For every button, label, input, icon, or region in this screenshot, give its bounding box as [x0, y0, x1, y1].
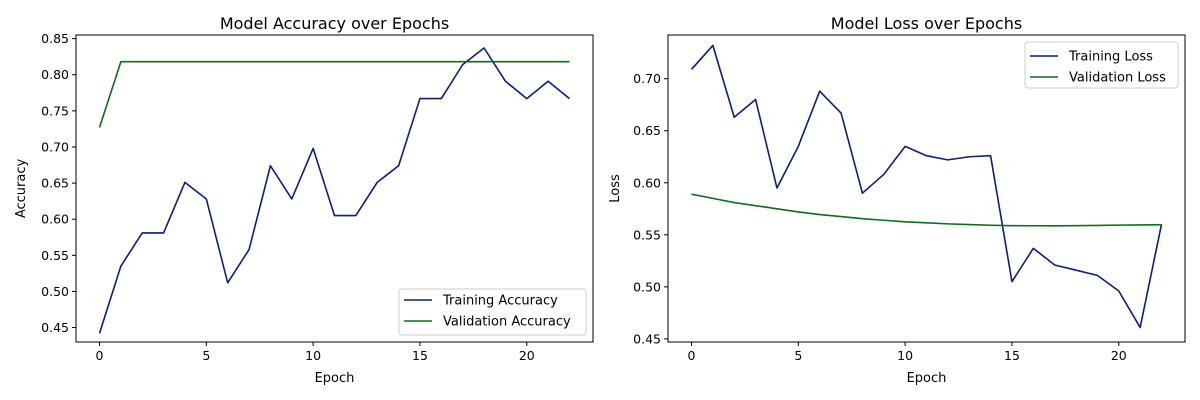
series-line-training-accuracy — [98, 47, 571, 334]
accuracy-y-tick-label: 0.55 — [41, 248, 69, 263]
accuracy-y-tick-label: 0.80 — [41, 67, 69, 82]
series-line-validation-loss — [691, 193, 1162, 227]
legend-label-training-accuracy: Training Accuracy — [442, 294, 558, 309]
accuracy-ticks: 0 5 10 15 20 0.45 0.50 0.55 0.60 0.65 0.70 0.75 0.80… — [41, 31, 535, 363]
accuracy-legend-box — [398, 288, 587, 336]
accuracy-y-tick-label: 0.45 — [41, 320, 69, 335]
legend-label-validation-accuracy: Validation Accuracy — [443, 315, 571, 330]
loss-legend: Training Loss Validation Loss — [1024, 41, 1179, 89]
accuracy-lines — [98, 47, 571, 334]
loss-x-tick-label: 5 — [794, 348, 802, 363]
accuracy-x-tick-label: 15 — [412, 348, 428, 363]
series-line-training-loss — [690, 44, 1163, 329]
accuracy-y-tick-label: 0.70 — [41, 139, 69, 154]
accuracy-x-tick-label: 20 — [519, 348, 535, 363]
loss-x-axis-label: Epoch — [907, 371, 947, 386]
loss-y-tick-label: 0.60 — [633, 175, 661, 190]
loss-chart-title: Model Loss over Epochs — [831, 14, 1022, 33]
accuracy-plot-area — [75, 34, 594, 343]
loss-y-axis-label: Loss — [608, 174, 623, 203]
accuracy-legend: Training Accuracy Validation Accuracy — [398, 288, 587, 336]
loss-y-tick-label: 0.70 — [633, 71, 661, 86]
series-line-validation-accuracy — [98, 60, 570, 128]
loss-x-tick-label: 10 — [897, 348, 913, 363]
accuracy-y-tick-label: 0.50 — [41, 284, 69, 299]
accuracy-x-tick-label: 10 — [305, 348, 321, 363]
accuracy-y-axis-label: Accuracy — [14, 159, 29, 219]
legend-label-training-loss: Training Loss — [1068, 50, 1153, 65]
loss-x-tick-label: 20 — [1111, 348, 1127, 363]
loss-ticks: 0 5 10 15 20 0.45 0.50 0.55 0.60 0.65 0.70 — [633, 71, 1127, 363]
accuracy-chart-title: Model Accuracy over Epochs — [220, 14, 449, 33]
loss-x-tick-label: 15 — [1004, 348, 1020, 363]
loss-x-tick-label: 0 — [688, 348, 696, 363]
loss-y-tick-label: 0.55 — [633, 227, 661, 242]
accuracy-x-tick-label: 5 — [202, 348, 210, 363]
accuracy-y-tick-label: 0.65 — [41, 176, 69, 191]
loss-plot-area — [667, 34, 1186, 343]
loss-y-tick-label: 0.45 — [633, 331, 661, 346]
accuracy-x-tick-label: 0 — [96, 348, 104, 363]
loss-lines — [690, 44, 1163, 329]
accuracy-y-tick-label: 0.60 — [41, 212, 69, 227]
loss-legend-box — [1024, 41, 1179, 89]
loss-y-tick-label: 0.50 — [633, 279, 661, 294]
accuracy-y-tick-label: 0.85 — [41, 31, 69, 46]
accuracy-x-axis-label: Epoch — [315, 371, 355, 386]
legend-label-validation-loss: Validation Loss — [1069, 71, 1166, 86]
accuracy-chart: Model Accuracy over Epochs Epoch Accurac… — [14, 14, 594, 386]
loss-chart: Model Loss over Epochs Epoch Loss 0 5 10 15… — [608, 14, 1186, 386]
accuracy-y-tick-label: 0.75 — [41, 103, 69, 118]
loss-y-tick-label: 0.65 — [633, 123, 661, 138]
